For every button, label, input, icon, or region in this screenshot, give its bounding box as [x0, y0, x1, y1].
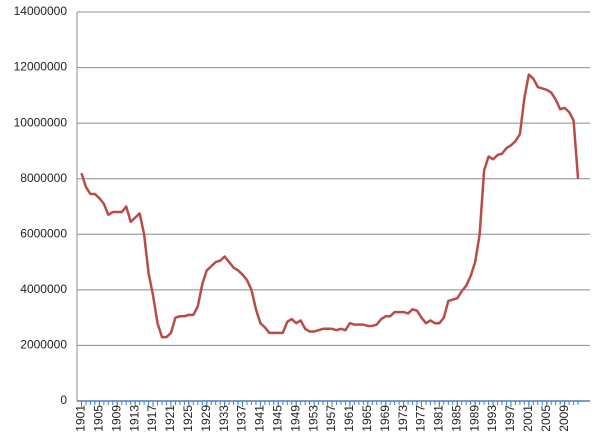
x-tick-label: 1925 — [181, 405, 195, 432]
x-tick-label: 1997 — [503, 405, 517, 432]
y-tick-label: 8000000 — [20, 171, 67, 185]
x-tick-label: 1969 — [378, 405, 392, 432]
x-tick-label: 1933 — [217, 405, 231, 432]
x-tick-label: 1949 — [288, 405, 302, 432]
y-tick-label: 0 — [60, 393, 67, 407]
x-tick-label: 1909 — [109, 405, 123, 432]
x-tick-label: 1937 — [235, 405, 249, 432]
x-tick-label: 1977 — [414, 405, 428, 432]
x-tick-label: 1973 — [396, 405, 410, 432]
y-tick-label: 6000000 — [20, 226, 67, 240]
x-tick-label: 1921 — [163, 405, 177, 432]
x-tick-label: 1993 — [485, 405, 499, 432]
x-tick-label: 1905 — [92, 405, 106, 432]
y-tick-label: 4000000 — [20, 282, 67, 296]
x-tick-label: 2001 — [521, 405, 535, 432]
x-tick-label: 1981 — [432, 405, 446, 432]
x-tick-label: 1913 — [127, 405, 141, 432]
x-tick-label: 1985 — [449, 405, 463, 432]
x-tick-label: 1945 — [270, 405, 284, 432]
x-tick-label: 1917 — [145, 405, 159, 432]
x-tick-label: 1941 — [253, 405, 267, 432]
x-tick-label: 1929 — [199, 405, 213, 432]
y-tick-label: 10000000 — [14, 115, 68, 129]
data-line — [80, 73, 580, 339]
x-tick-label: 1957 — [324, 405, 338, 432]
y-tick-label: 12000000 — [14, 60, 68, 74]
x-tick-label: 2009 — [557, 405, 571, 432]
x-tick-label: 1965 — [360, 405, 374, 432]
y-tick-label: 2000000 — [20, 338, 67, 352]
x-tick-label: 1953 — [306, 405, 320, 432]
x-tick-label: 1989 — [467, 405, 481, 432]
x-tick-label: 2005 — [539, 405, 553, 432]
x-tick-label: 1961 — [342, 405, 356, 432]
y-tick-label: 14000000 — [14, 4, 68, 18]
x-tick-label: 1901 — [74, 405, 88, 432]
